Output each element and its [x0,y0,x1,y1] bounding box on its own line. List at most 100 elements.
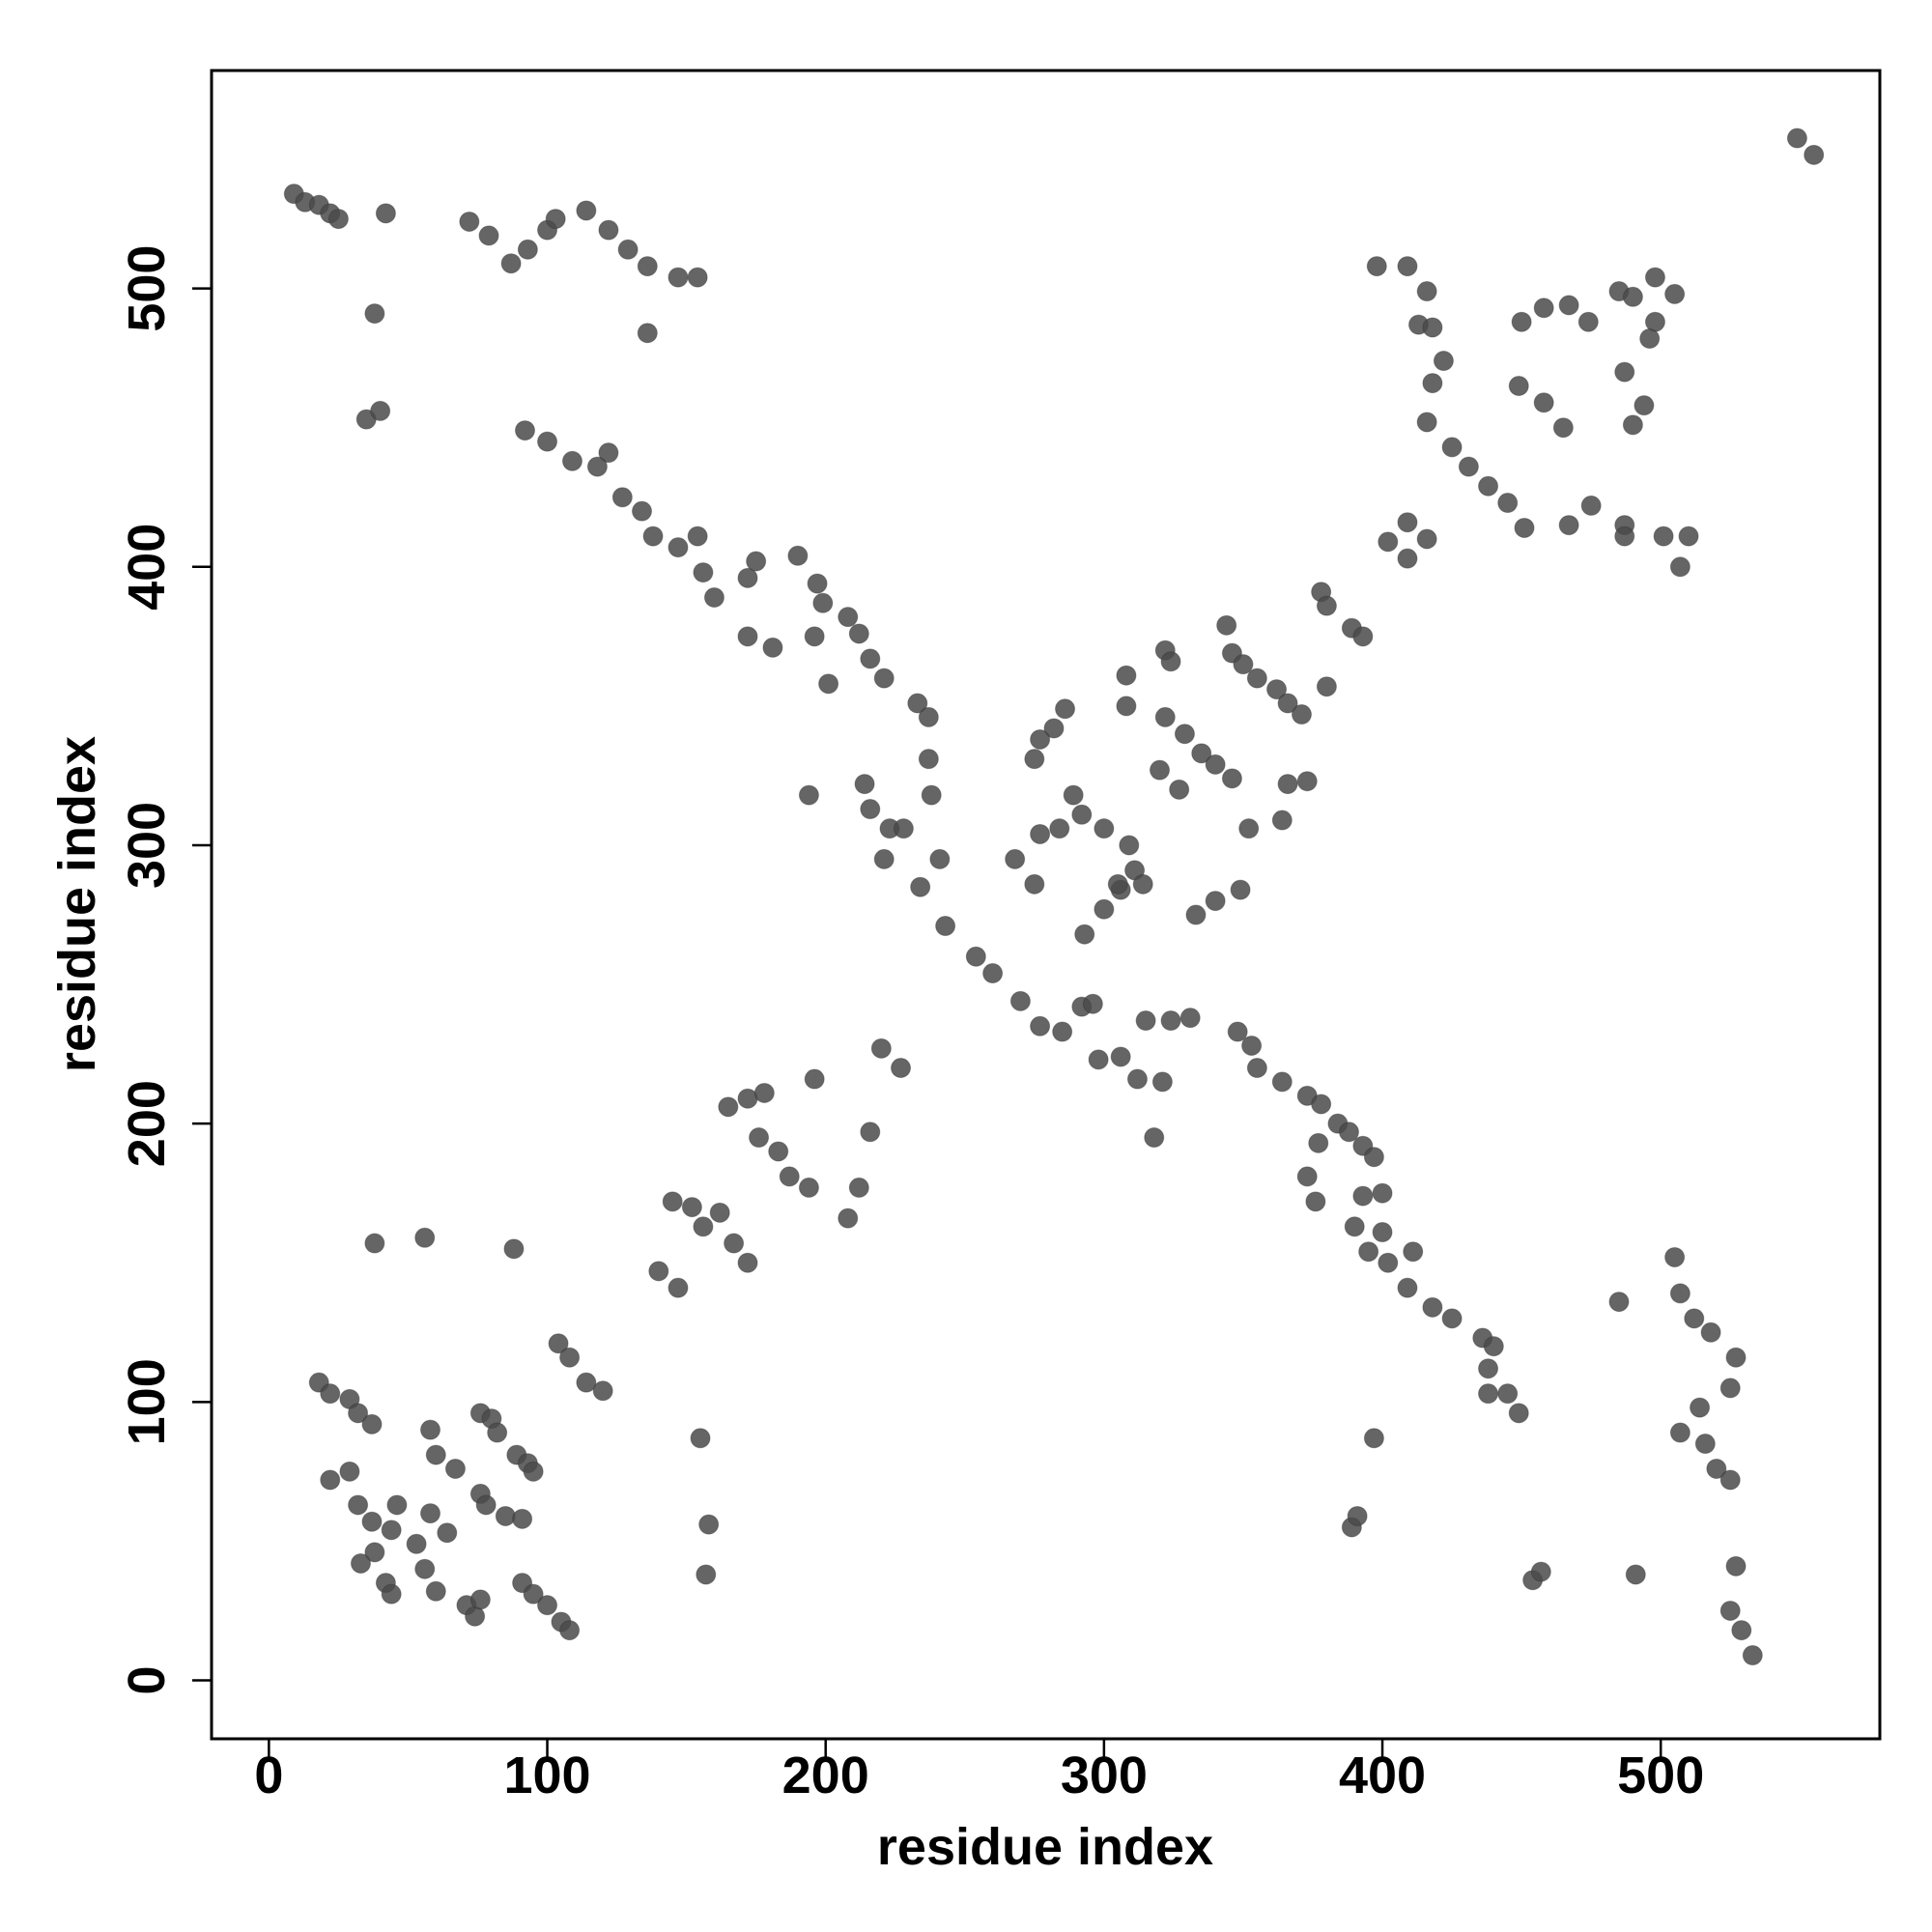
contact-point [687,526,708,547]
contact-point [425,1580,446,1602]
contact-point [1271,1071,1293,1093]
contact-point [1669,1283,1690,1304]
contact-point [1558,295,1579,316]
contact-point [648,1261,669,1282]
contact-point [1119,835,1140,856]
x-tick-label: 400 [1339,1747,1426,1804]
contact-point [1719,1469,1741,1491]
contact-point [848,1177,869,1198]
contact-point [703,587,724,609]
y-tick-label: 100 [118,1358,176,1445]
contact-point [1433,351,1454,372]
contact-point [637,323,658,344]
contact-point [1558,515,1579,536]
contact-point [1052,1021,1073,1042]
contact-point [737,626,758,647]
contact-point [381,1583,402,1605]
x-tick-label: 0 [254,1747,283,1804]
contact-point [361,1413,383,1435]
contact-point [1352,1185,1374,1207]
contact-point [1338,1122,1359,1143]
contact-point [1094,898,1115,920]
contact-point [1614,526,1635,547]
contact-point [1132,873,1153,895]
contact-point [718,1096,739,1118]
contact-point [1116,696,1137,717]
contact-point [1533,392,1554,413]
contact-point [690,1428,711,1449]
x-tick-label: 100 [503,1747,590,1804]
contact-point [838,607,859,628]
contact-point [693,562,714,583]
contact-point [1397,512,1418,533]
y-tick-label: 400 [118,524,176,611]
contact-point [469,1589,491,1610]
contact-point [348,1403,369,1424]
contact-point [907,693,928,714]
contact-point [523,1583,544,1605]
contact-point [1150,759,1171,781]
contact-point [406,1533,427,1554]
contact-point [838,1208,859,1229]
contact-point [1644,267,1665,288]
contact-point [459,211,480,232]
contact-point [1458,456,1479,477]
contact-point [364,1233,385,1254]
contact-point [1397,256,1418,277]
contact-point [1030,728,1051,750]
contact-point [860,648,881,669]
contact-point [1508,1403,1529,1424]
contact-point [737,567,758,588]
contact-point [1347,1505,1368,1526]
x-axis-title: residue index [877,1818,1213,1876]
contact-point [561,450,582,471]
contact-point [414,1227,436,1248]
contact-point [1352,626,1374,647]
contact-point [1363,1428,1384,1449]
contact-point [1731,1620,1752,1641]
contact-point [512,1508,533,1529]
contact-point [798,784,819,806]
contact-point [1608,1292,1630,1313]
contact-point [1416,281,1437,302]
contact-point [1678,526,1699,547]
contact-point [495,1505,516,1526]
contact-point [1478,1383,1499,1405]
contact-point [982,963,1004,984]
contact-point [681,1197,702,1218]
contact-point [762,637,783,658]
contact-point [1205,891,1226,912]
contact-point [1403,1241,1424,1263]
contact-point [1291,704,1312,725]
contact-point [1700,1321,1721,1343]
contact-point [854,774,875,795]
contact-point [787,545,809,566]
contact-point [910,876,931,897]
contact-point [559,1620,581,1641]
contact-point [1063,784,1084,806]
contact-point [860,799,881,820]
contact-point [746,551,767,572]
contact-point [1533,298,1554,319]
contact-point [921,784,942,806]
contact-point [1366,256,1387,277]
contact-point [1786,128,1807,149]
contact-point [1246,1058,1267,1079]
contact-point [586,456,608,477]
contact-point [1614,361,1635,383]
y-tick-label: 500 [118,245,176,332]
contact-point [1725,1347,1747,1368]
contact-point [1639,328,1661,350]
contact-point [1049,818,1070,839]
contact-point [514,420,535,441]
contact-point [1669,1422,1690,1443]
contact-point [386,1494,408,1516]
contact-point [598,219,619,241]
contact-point [1372,1222,1393,1243]
contact-point [1154,706,1176,727]
contact-point [1246,668,1267,689]
contact-point [548,1333,569,1354]
contact-point [1694,1434,1716,1455]
contact-point [642,526,664,547]
contact-point [687,267,708,288]
